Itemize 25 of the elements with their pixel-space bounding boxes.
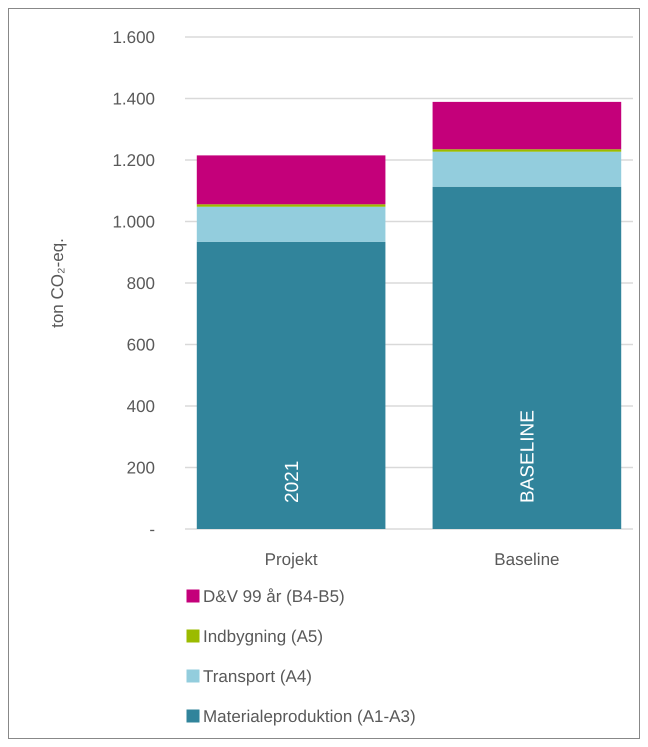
y-tick-label: 1.200 — [112, 150, 155, 170]
bar — [432, 152, 622, 187]
bar — [196, 155, 386, 204]
y-tick-label: 600 — [126, 335, 155, 354]
y-tick-label: - — [149, 520, 155, 539]
legend-label: Transport (A4) — [203, 666, 312, 686]
legend-label: D&V 99 år (B4-B5) — [203, 586, 345, 606]
bar-inside-caption: 2021 — [282, 460, 303, 503]
x-tick-label: Projekt — [264, 550, 318, 569]
bar-inside-caption: BASELINE — [518, 410, 539, 503]
bar — [432, 186, 622, 529]
y-tick-label: 1.600 — [112, 28, 155, 47]
y-tick-label: 1.000 — [112, 212, 155, 232]
y-tick-label: 400 — [126, 396, 155, 416]
y-tick-label: 1.400 — [112, 89, 155, 108]
bar — [196, 206, 386, 242]
y-axis-title: ton CO₂-eq. — [48, 238, 67, 328]
bar — [432, 102, 622, 150]
y-tick-label: 200 — [126, 458, 155, 478]
x-tick-label: Baseline — [494, 550, 560, 569]
y-tick-label: 800 — [126, 274, 155, 293]
legend-label: Indbygning (A5) — [203, 626, 324, 646]
legend-label: Materialeproduktion (A1-A3) — [203, 706, 416, 726]
bar — [196, 242, 386, 529]
bar — [432, 149, 622, 152]
